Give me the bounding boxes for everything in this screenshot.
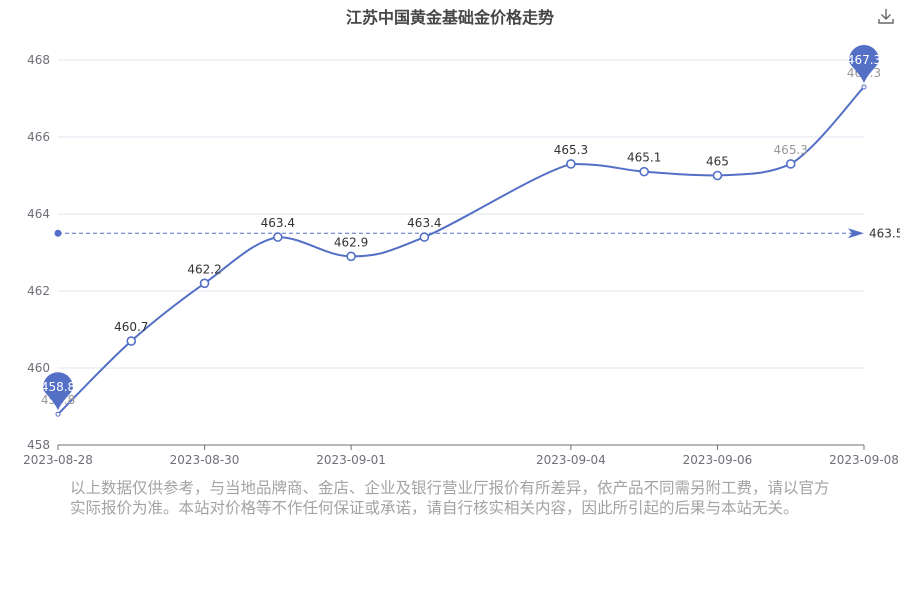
data-value-label: 463.4 [261,216,295,230]
x-tick-label: 2023-09-08 [829,453,899,467]
data-value-label: 462.2 [187,262,221,276]
data-point [419,232,430,242]
x-tick-label: 2023-09-01 [316,453,386,467]
x-tick-label: 2023-09-04 [536,453,606,467]
axis-layer: 458 460 462 464 466 468 2023-08-28 2023-08-30 20… [23,53,899,467]
disclaimer-text: 以上数据仅供参考，与当地品牌商、金店、企业及银行营业厅报价有所差异，依产品不同需… [70,479,830,517]
data-point [273,232,283,242]
data-point [566,159,576,169]
marker-pin-layer: 467.3 458.8 [41,44,881,411]
x-tick-label: 2023-08-30 [170,453,240,467]
data-value-label: 460.7 [114,320,148,334]
data-value-label: 465.3 [774,143,808,157]
data-point [199,278,210,289]
average-value-label: 463.5 [869,226,900,240]
chart-title: 江苏中国黄金基础金价格走势 [345,8,554,27]
data-value-label: 465.1 [627,151,661,165]
average-line-arrow [848,228,864,239]
grid-layer [58,59,864,369]
max-marker-pin [849,44,879,83]
max-marker-pin-label: 467.3 [847,53,881,67]
data-value-label: 465 [706,155,729,169]
data-point [346,251,356,262]
min-marker-pin [43,372,73,411]
y-tick-label: 468 [27,53,50,67]
y-tick-label: 464 [27,207,50,221]
data-label-layer: 458.8 460.7 462.2 463.4 462.9 463.4 465.3 465.1… [41,66,881,407]
average-line-layer: 463.5 [54,226,900,240]
data-point [712,170,723,181]
series-layer [55,84,867,417]
data-point [861,84,867,90]
data-point [55,411,61,417]
data-point [126,336,137,346]
data-value-label: 465.3 [554,143,588,157]
y-tick-label: 460 [27,361,50,375]
x-tick-label: 2023-09-06 [683,453,753,467]
data-point [639,166,649,177]
y-tick-label: 458 [27,438,50,452]
data-value-label: 462.9 [334,235,368,249]
data-point [785,159,796,169]
x-tick-label: 2023-08-28 [23,453,93,467]
min-marker-pin-label: 458.8 [41,380,75,394]
download-icon[interactable] [876,6,896,26]
y-tick-label: 466 [27,130,50,144]
data-value-label: 463.4 [407,216,441,230]
price-series-line [57,86,865,415]
y-tick-label: 462 [27,284,50,298]
